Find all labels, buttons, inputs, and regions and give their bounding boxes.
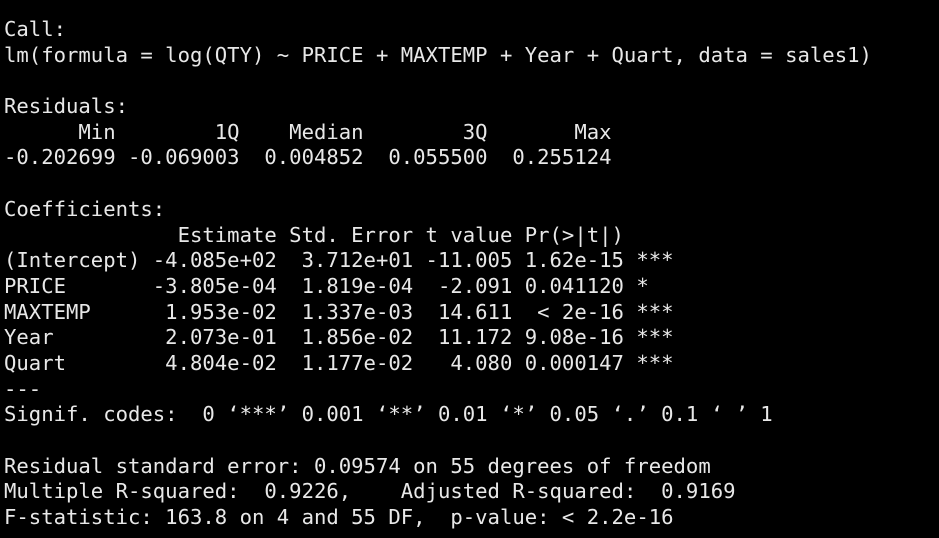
separator-line: --- <box>4 376 42 401</box>
call-header: Call: <box>4 17 66 41</box>
blank-line <box>4 171 939 197</box>
signif-codes-legend: Signif. codes: 0 ‘***’ 0.001 ‘**’ 0.01 ‘… <box>4 402 773 427</box>
blank-line <box>4 428 939 454</box>
coefficient-row-year: Year 2.073e-01 1.856e-02 11.172 9.08e-16… <box>4 325 674 350</box>
coefficient-row-price: PRICE -3.805e-04 1.819e-04 -2.091 0.0411… <box>4 273 674 298</box>
coefficients-column-headers: Estimate Std. Error t value Pr(>|t|) <box>4 222 674 247</box>
residuals-header: Residuals: <box>4 94 128 119</box>
coefficients-header: Coefficients: <box>4 196 166 221</box>
blank-line <box>4 68 939 94</box>
residuals-values: -0.202699 -0.069003 0.004852 0.055500 0.… <box>4 145 624 170</box>
r-squared-line: Multiple R-squared: 0.9226, Adjusted R-s… <box>4 479 748 504</box>
coefficient-row-intercept: (Intercept) -4.085e+02 3.712e+01 -11.005… <box>4 248 674 273</box>
f-statistic-line: F-statistic: 163.8 on 4 and 55 DF, p-val… <box>4 505 674 530</box>
coefficient-row-maxtemp: MAXTEMP 1.953e-02 1.337e-03 14.611 < 2e-… <box>4 299 674 324</box>
residuals-column-headers: Min 1Q Median 3Q Max <box>4 119 624 144</box>
residual-standard-error: Residual standard error: 0.09574 on 55 d… <box>4 453 711 478</box>
call-formula: lm(formula = log(QTY) ~ PRICE + MAXTEMP … <box>4 42 872 67</box>
coefficient-row-quart: Quart 4.804e-02 1.177e-02 4.080 0.000147… <box>4 350 674 375</box>
